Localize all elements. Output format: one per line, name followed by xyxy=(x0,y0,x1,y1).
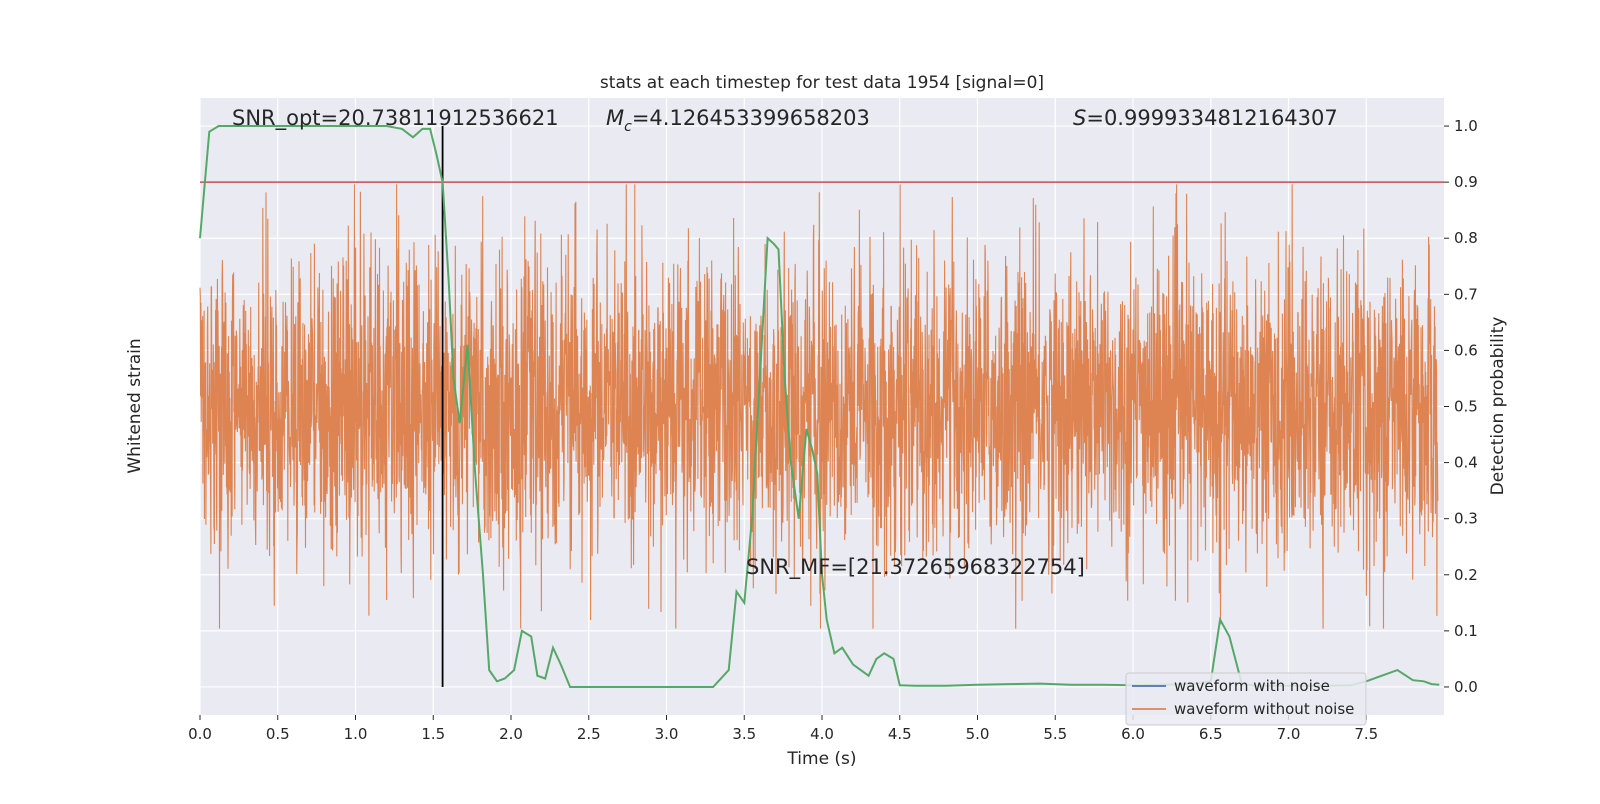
x-tick-label-3: 1.5 xyxy=(421,725,445,743)
y-tick-label-0: 0.0 xyxy=(1454,678,1478,696)
mc-subscript: c xyxy=(624,119,632,135)
x-tick-label-4: 2.0 xyxy=(499,725,523,743)
y-tick-label-7: 0.7 xyxy=(1454,285,1478,303)
x-tick-label-8: 4.0 xyxy=(810,725,834,743)
s-value: =0.9999334812164307 xyxy=(1086,106,1337,130)
x-tick-label-6: 3.0 xyxy=(655,725,679,743)
x-tick-label-13: 6.5 xyxy=(1199,725,1223,743)
s-statistic-annotation: S=0.9999334812164307 xyxy=(1073,106,1338,130)
mc-value: =4.126453399658203 xyxy=(632,106,870,130)
chirp-mass-annotation: Mc=4.126453399658203 xyxy=(606,106,870,135)
y-tick-label-5: 0.5 xyxy=(1454,398,1478,416)
y-tick-label-6: 0.6 xyxy=(1454,341,1478,359)
y-tick-label-10: 1.0 xyxy=(1454,117,1478,135)
x-tick-label-11: 5.5 xyxy=(1043,725,1067,743)
strain-series-layer xyxy=(199,184,1439,629)
x-tick-label-7: 3.5 xyxy=(732,725,756,743)
x-axis-label: Time (s) xyxy=(786,749,856,769)
legend-label-waveform-with-noise: waveform with noise xyxy=(1174,677,1330,695)
x-tick-label-15: 7.5 xyxy=(1354,725,1378,743)
x-tick-label-9: 4.5 xyxy=(888,725,912,743)
legend-box xyxy=(1125,672,1367,726)
s-symbol: S xyxy=(1073,106,1086,130)
x-axis-ticks: 0.0 0.5 1.0 1.5 2.0 2.5 3.0 3.5 4.0 4.5 5.0 5.5 6.0 6… xyxy=(188,715,1378,743)
y-tick-label-4: 0.4 xyxy=(1454,454,1478,472)
y-tick-label-1: 0.1 xyxy=(1454,622,1478,640)
snr-opt-annotation: SNR_opt=20.73811912536621 xyxy=(232,106,559,131)
strain-without-noise-line xyxy=(199,184,1439,629)
x-tick-label-2: 1.0 xyxy=(344,725,368,743)
x-tick-label-10: 5.0 xyxy=(966,725,990,743)
y-left-axis-label: Whitened strain xyxy=(125,338,145,473)
y-tick-label-3: 0.3 xyxy=(1454,510,1478,528)
x-tick-label-0: 0.0 xyxy=(188,725,212,743)
y-tick-label-9: 0.9 xyxy=(1454,173,1478,191)
legend-label-waveform-without-noise: waveform without noise xyxy=(1174,700,1354,718)
x-tick-label-14: 7.0 xyxy=(1277,725,1301,743)
x-tick-label-12: 6.0 xyxy=(1121,725,1145,743)
y-tick-label-2: 0.2 xyxy=(1454,566,1478,584)
y-tick-label-8: 0.8 xyxy=(1454,229,1478,247)
mc-symbol: M xyxy=(606,106,624,130)
x-tick-label-5: 2.5 xyxy=(577,725,601,743)
y-right-axis-ticks: 0.0 0.1 0.2 0.3 0.4 0.5 0.6 0.7 0.8 0.9 1.0 xyxy=(1444,117,1478,696)
legend: waveform with noise waveform without noi… xyxy=(1125,672,1367,726)
snr-mf-annotation: SNR_MF=[21.37265968322754] xyxy=(746,555,1085,580)
chart-title: stats at each timestep for test data 195… xyxy=(600,73,1044,93)
y-right-axis-label: Detection probability xyxy=(1488,317,1508,496)
x-tick-label-1: 0.5 xyxy=(266,725,290,743)
